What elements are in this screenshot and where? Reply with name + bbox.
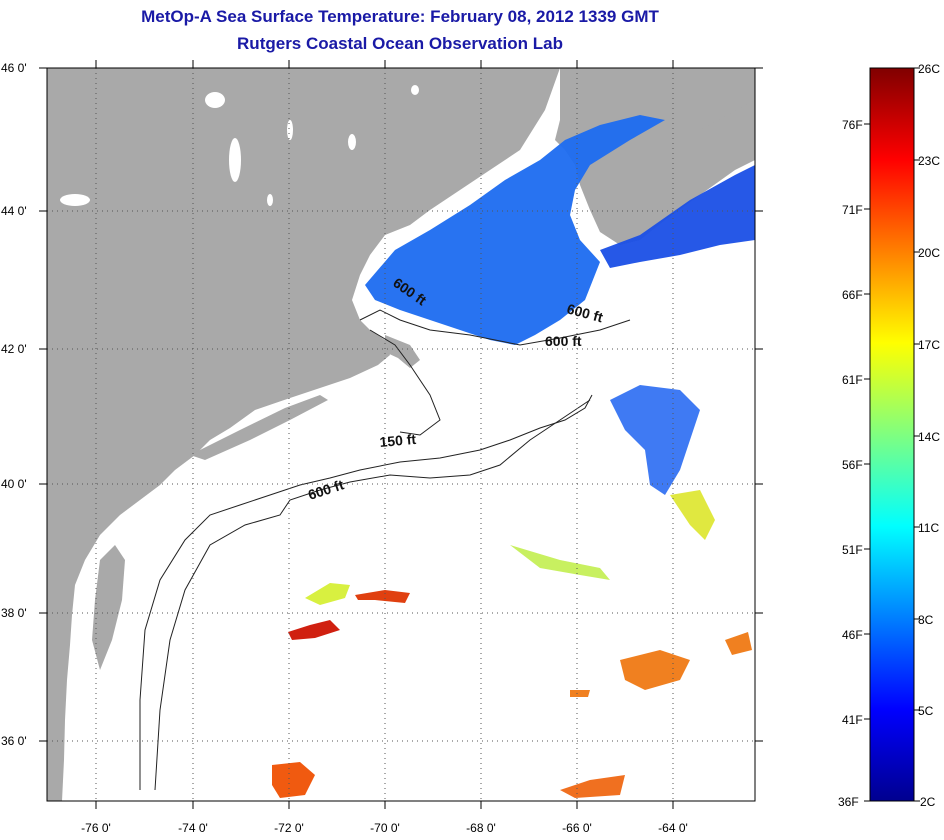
land-delmarva [92,545,125,670]
lon-label: -68 0' [466,821,496,835]
colorbar-c-label: 17C [918,338,940,352]
map-frame [46,67,756,802]
lon-label: -66 0' [562,821,592,835]
lat-label: 40 0' [1,477,27,491]
map-area: 600 ft 600 ft 600 ft 150 ft 600 ft [47,68,755,801]
colorbar-c-label: 23C [918,154,940,168]
colorbar-c-label: 14C [918,430,940,444]
sst-scotian-shelf [600,165,755,268]
depth-contours [139,309,631,791]
land-nova-scotia [555,68,755,245]
map-title: MetOp-A Sea Surface Temperature: Februar… [141,7,659,26]
colorbar-f-label: 51F [842,543,863,557]
sst-warm-1 [355,590,410,603]
sst-warm-4 [272,762,315,798]
colorbar-f-label: 36F [838,795,859,809]
sst-warm-6 [620,650,690,690]
lat-label: 42 0' [1,342,27,356]
lon-label: -76 0' [81,821,111,835]
inland-lakes [60,85,419,206]
land-mainland [47,68,560,801]
map-subtitle: Rutgers Coastal Ocean Observation Lab [237,34,563,53]
colorbar-f-label: 61F [842,373,863,387]
lat-label: 38 0' [1,606,27,620]
land-cape-cod [385,335,420,368]
graticule [47,68,755,801]
land-long-island [190,395,328,460]
sst-gulf-of-maine [365,115,665,345]
lon-label: -64 0' [658,821,688,835]
colorbar-f-label: 66F [842,288,863,302]
colorbar-c-label: 11C [918,521,939,535]
colorbar-c-label: 8C [918,613,934,627]
sst-warm-9 [570,690,590,697]
sst-warm-5 [560,775,625,798]
colorbar-f-label: 41F [842,713,863,727]
sst-warm-7 [510,545,610,580]
lat-label: 36 0' [1,734,27,748]
sst-warm-2 [305,583,350,605]
land-cape-breton [700,100,755,160]
tick-marks [39,60,763,809]
colorbar: 26C 23C 20C 17C 14C 11C 8C 5C 2C 76F 71F… [838,62,940,809]
colorbar-c-label: 5C [918,704,934,718]
lon-label: -70 0' [370,821,400,835]
sst-georges [610,385,700,495]
sst-warm-10 [725,632,752,655]
colorbar-f-label: 46F [842,628,863,642]
colorbar-f-label: 76F [842,118,863,132]
colorbar-c-label: 20C [918,246,940,260]
lat-label: 44 0' [1,204,27,218]
colorbar-gradient [869,67,915,802]
sst-warm-8 [670,490,715,540]
depth-label-600-c: 600 ft [545,333,582,349]
lon-label: -72 0' [274,821,304,835]
depth-label-150: 150 ft [379,431,417,450]
colorbar-c-label: 2C [920,795,936,809]
sst-warm-3 [288,620,340,640]
colorbar-f-label: 71F [842,203,863,217]
colorbar-c-label: 26C [918,62,940,76]
colorbar-f-label: 56F [842,458,863,472]
lon-label: -74 0' [178,821,208,835]
lat-label: 46 0' [1,61,27,75]
